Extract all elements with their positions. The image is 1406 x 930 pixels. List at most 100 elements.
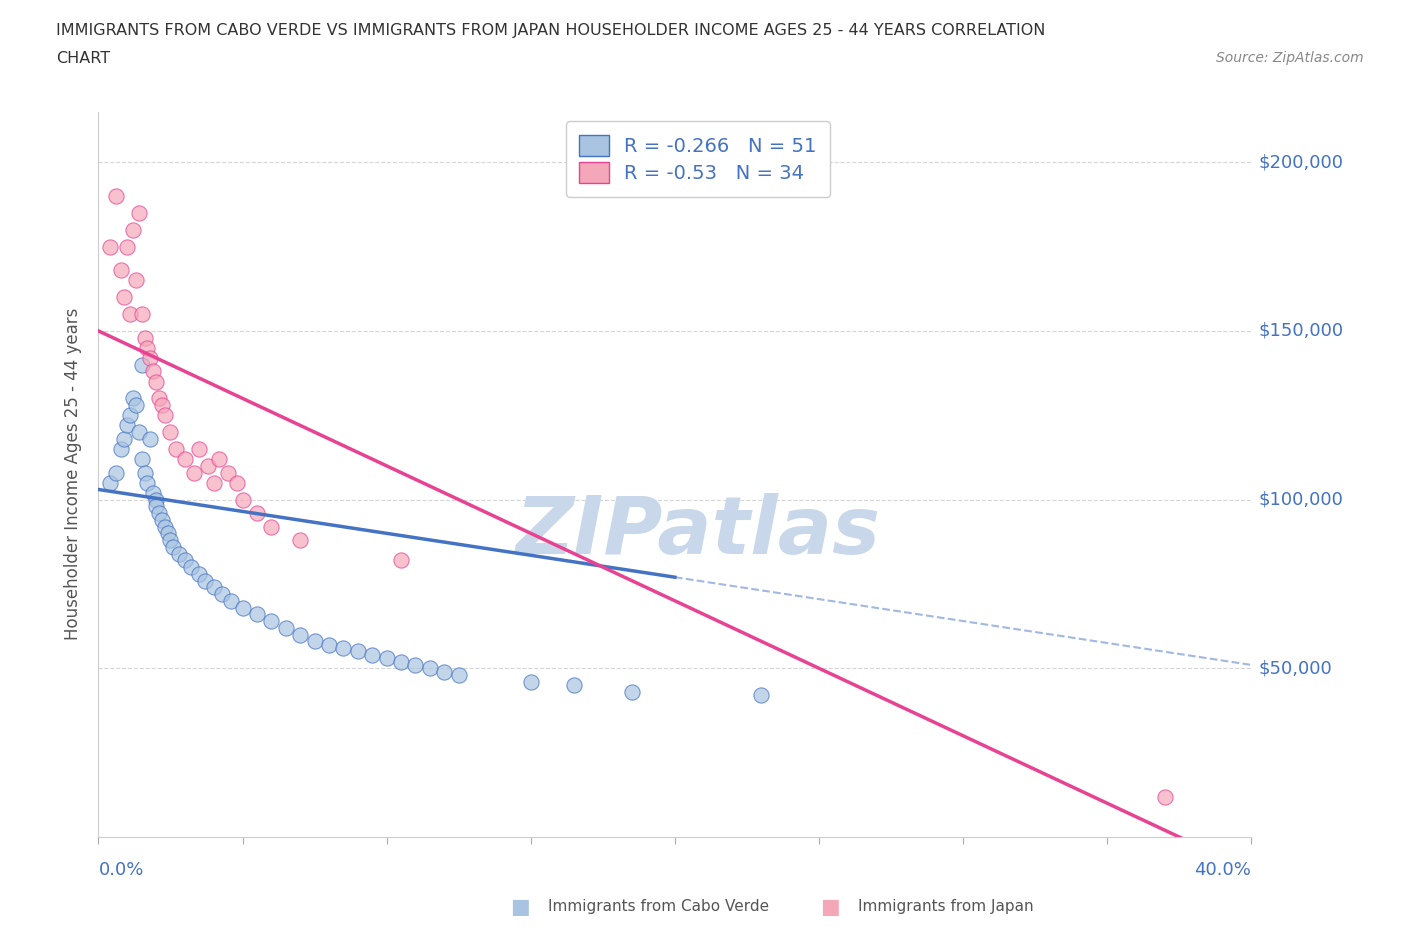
Point (183, 465, 205, 480)
Point (389, 654, 412, 669)
Text: $150,000: $150,000 (1258, 322, 1344, 339)
Point (361, 647, 384, 662)
Point (150, 512, 173, 527)
Point (153, 519, 176, 534)
Point (620, 684, 643, 699)
Text: ■: ■ (820, 897, 839, 917)
Point (188, 442, 211, 457)
Text: $200,000: $200,000 (1258, 153, 1343, 171)
Text: $50,000: $50,000 (1258, 659, 1331, 677)
Text: CHART: CHART (56, 51, 110, 66)
Text: 0.0%: 0.0% (98, 860, 143, 879)
Point (98, 475, 121, 490)
Y-axis label: Householder Income Ages 25 - 44 years: Householder Income Ages 25 - 44 years (65, 308, 83, 641)
Point (197, 458, 219, 473)
Point (117, 239, 138, 254)
Point (447, 668, 470, 683)
Point (188, 566, 211, 581)
Point (142, 485, 165, 500)
Point (112, 432, 135, 446)
Point (139, 351, 162, 365)
Point (120, 307, 142, 322)
Point (162, 539, 184, 554)
Point (142, 364, 165, 379)
Point (231, 492, 254, 507)
Point (131, 307, 153, 322)
Point (225, 475, 247, 490)
Point (122, 391, 145, 405)
Point (134, 465, 156, 480)
Point (562, 678, 585, 693)
Point (110, 442, 132, 457)
Point (274, 620, 297, 635)
Point (134, 330, 156, 345)
Point (419, 661, 441, 676)
Point (125, 272, 148, 287)
Point (332, 641, 354, 656)
Point (110, 263, 132, 278)
Point (208, 452, 231, 467)
Point (117, 418, 138, 432)
Point (167, 546, 190, 561)
Point (104, 465, 127, 480)
Text: IMMIGRANTS FROM CABO VERDE VS IMMIGRANTS FROM JAPAN HOUSEHOLDER INCOME AGES 25 -: IMMIGRANTS FROM CABO VERDE VS IMMIGRANTS… (56, 23, 1046, 38)
Point (346, 644, 368, 658)
Text: Immigrants from Japan: Immigrants from Japan (858, 899, 1033, 914)
Point (260, 614, 283, 629)
Point (136, 340, 159, 355)
Point (405, 658, 427, 672)
Point (217, 465, 239, 480)
Legend: R = -0.266   N = 51, R = -0.53   N = 34: R = -0.266 N = 51, R = -0.53 N = 34 (565, 121, 830, 197)
Point (139, 432, 162, 446)
Point (174, 452, 197, 467)
Point (128, 425, 150, 440)
Text: ■: ■ (510, 897, 530, 917)
Point (751, 688, 773, 703)
Point (104, 189, 127, 204)
Point (131, 357, 153, 372)
Point (131, 452, 153, 467)
Point (194, 573, 217, 588)
Point (148, 506, 170, 521)
Point (231, 600, 254, 615)
Point (128, 206, 150, 220)
Point (136, 475, 159, 490)
Point (246, 607, 269, 622)
Point (211, 587, 233, 602)
Point (148, 391, 170, 405)
Point (112, 290, 135, 305)
Point (145, 492, 167, 507)
Point (156, 525, 179, 540)
Point (318, 637, 340, 652)
Point (159, 533, 181, 548)
Point (433, 664, 456, 679)
Point (219, 593, 242, 608)
Point (260, 519, 283, 534)
Point (165, 442, 187, 457)
Point (145, 374, 167, 389)
Text: Source: ZipAtlas.com: Source: ZipAtlas.com (1216, 51, 1364, 65)
Point (153, 408, 176, 423)
Point (246, 506, 269, 521)
Point (202, 580, 225, 595)
Point (150, 398, 173, 413)
Point (1153, 789, 1175, 804)
Point (389, 553, 412, 568)
Text: 40.0%: 40.0% (1195, 860, 1251, 879)
Text: $100,000: $100,000 (1258, 491, 1343, 509)
Point (375, 651, 398, 666)
Point (290, 627, 312, 642)
Point (120, 408, 142, 423)
Point (145, 498, 167, 513)
Point (202, 475, 225, 490)
Point (520, 674, 543, 689)
Point (174, 553, 197, 568)
Point (290, 533, 312, 548)
Point (159, 425, 181, 440)
Point (122, 222, 145, 237)
Text: Immigrants from Cabo Verde: Immigrants from Cabo Verde (548, 899, 769, 914)
Text: ZIPatlas: ZIPatlas (516, 493, 880, 571)
Point (125, 398, 148, 413)
Point (98, 239, 121, 254)
Point (180, 560, 202, 575)
